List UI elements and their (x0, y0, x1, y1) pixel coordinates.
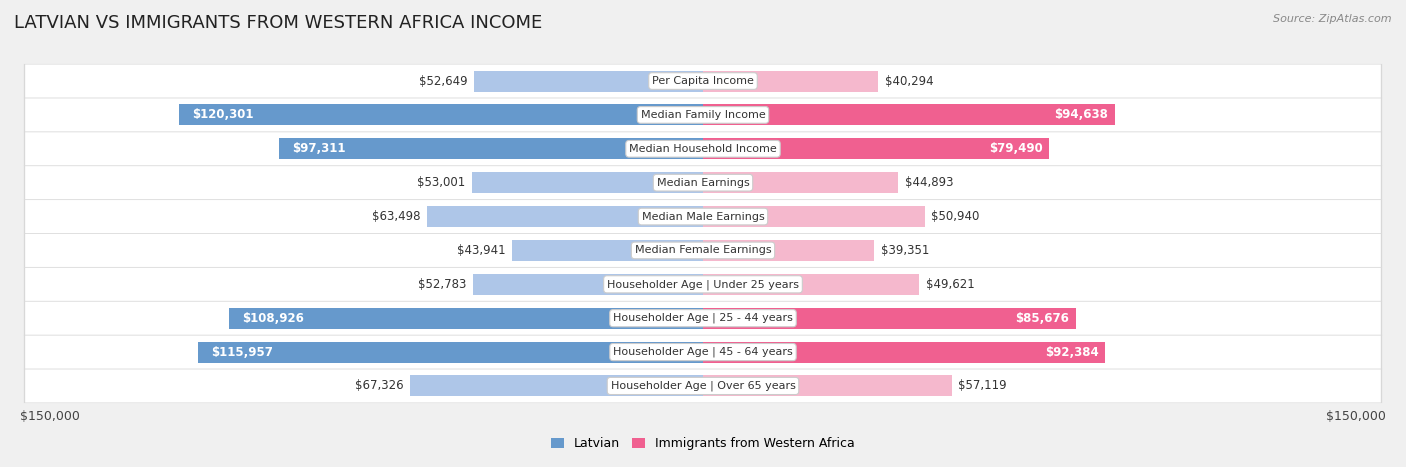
FancyBboxPatch shape (25, 369, 1381, 403)
FancyBboxPatch shape (25, 200, 1381, 233)
Bar (703, 308, 1076, 329)
FancyBboxPatch shape (24, 267, 1382, 301)
Bar (703, 71, 879, 92)
Text: Householder Age | Under 25 years: Householder Age | Under 25 years (607, 279, 799, 290)
FancyBboxPatch shape (25, 234, 1381, 267)
FancyBboxPatch shape (25, 302, 1381, 335)
FancyBboxPatch shape (24, 301, 1382, 335)
Bar (703, 274, 920, 295)
Bar (198, 341, 703, 362)
Text: $108,926: $108,926 (242, 311, 304, 325)
Bar (280, 138, 703, 159)
Bar (703, 172, 898, 193)
Bar (474, 71, 703, 92)
Text: Householder Age | 25 - 44 years: Householder Age | 25 - 44 years (613, 313, 793, 324)
Legend: Latvian, Immigrants from Western Africa: Latvian, Immigrants from Western Africa (547, 432, 859, 455)
Bar (229, 308, 703, 329)
Bar (180, 105, 703, 126)
Text: Median Family Income: Median Family Income (641, 110, 765, 120)
Text: Median Male Earnings: Median Male Earnings (641, 212, 765, 221)
Bar (703, 105, 1115, 126)
Text: Householder Age | Over 65 years: Householder Age | Over 65 years (610, 381, 796, 391)
Text: $40,294: $40,294 (884, 75, 934, 87)
Bar (512, 240, 703, 261)
Bar (474, 274, 703, 295)
Text: $120,301: $120,301 (193, 108, 254, 121)
Bar (703, 138, 1049, 159)
Text: $67,326: $67,326 (354, 380, 404, 392)
Text: $115,957: $115,957 (211, 346, 273, 359)
Text: Per Capita Income: Per Capita Income (652, 76, 754, 86)
FancyBboxPatch shape (25, 336, 1381, 368)
FancyBboxPatch shape (24, 234, 1382, 268)
Bar (703, 375, 952, 396)
Bar (703, 341, 1105, 362)
Text: Median Earnings: Median Earnings (657, 177, 749, 188)
Text: $92,384: $92,384 (1045, 346, 1098, 359)
FancyBboxPatch shape (24, 64, 1382, 98)
FancyBboxPatch shape (24, 166, 1382, 200)
FancyBboxPatch shape (24, 199, 1382, 234)
Text: $94,638: $94,638 (1054, 108, 1108, 121)
Text: Source: ZipAtlas.com: Source: ZipAtlas.com (1274, 14, 1392, 24)
FancyBboxPatch shape (24, 132, 1382, 166)
Bar (426, 206, 703, 227)
Text: $43,941: $43,941 (457, 244, 505, 257)
Bar (472, 172, 703, 193)
Text: $53,001: $53,001 (418, 176, 465, 189)
FancyBboxPatch shape (25, 99, 1381, 131)
Bar (703, 206, 925, 227)
Text: $79,490: $79,490 (988, 142, 1042, 156)
FancyBboxPatch shape (24, 369, 1382, 403)
Text: Householder Age | 45 - 64 years: Householder Age | 45 - 64 years (613, 347, 793, 357)
Text: $49,621: $49,621 (925, 278, 974, 291)
FancyBboxPatch shape (25, 132, 1381, 165)
Text: LATVIAN VS IMMIGRANTS FROM WESTERN AFRICA INCOME: LATVIAN VS IMMIGRANTS FROM WESTERN AFRIC… (14, 14, 543, 32)
FancyBboxPatch shape (25, 64, 1381, 98)
Text: $97,311: $97,311 (292, 142, 346, 156)
FancyBboxPatch shape (24, 98, 1382, 132)
Text: $44,893: $44,893 (905, 176, 953, 189)
Text: $50,940: $50,940 (931, 210, 980, 223)
Text: Median Female Earnings: Median Female Earnings (634, 246, 772, 255)
Bar (411, 375, 703, 396)
Text: $52,783: $52,783 (419, 278, 467, 291)
Text: $57,119: $57,119 (959, 380, 1007, 392)
Bar (703, 240, 875, 261)
FancyBboxPatch shape (24, 335, 1382, 369)
FancyBboxPatch shape (25, 166, 1381, 199)
Text: $63,498: $63,498 (371, 210, 420, 223)
Text: $52,649: $52,649 (419, 75, 467, 87)
FancyBboxPatch shape (25, 268, 1381, 301)
Text: $39,351: $39,351 (880, 244, 929, 257)
Text: $85,676: $85,676 (1015, 311, 1070, 325)
Text: Median Household Income: Median Household Income (628, 144, 778, 154)
